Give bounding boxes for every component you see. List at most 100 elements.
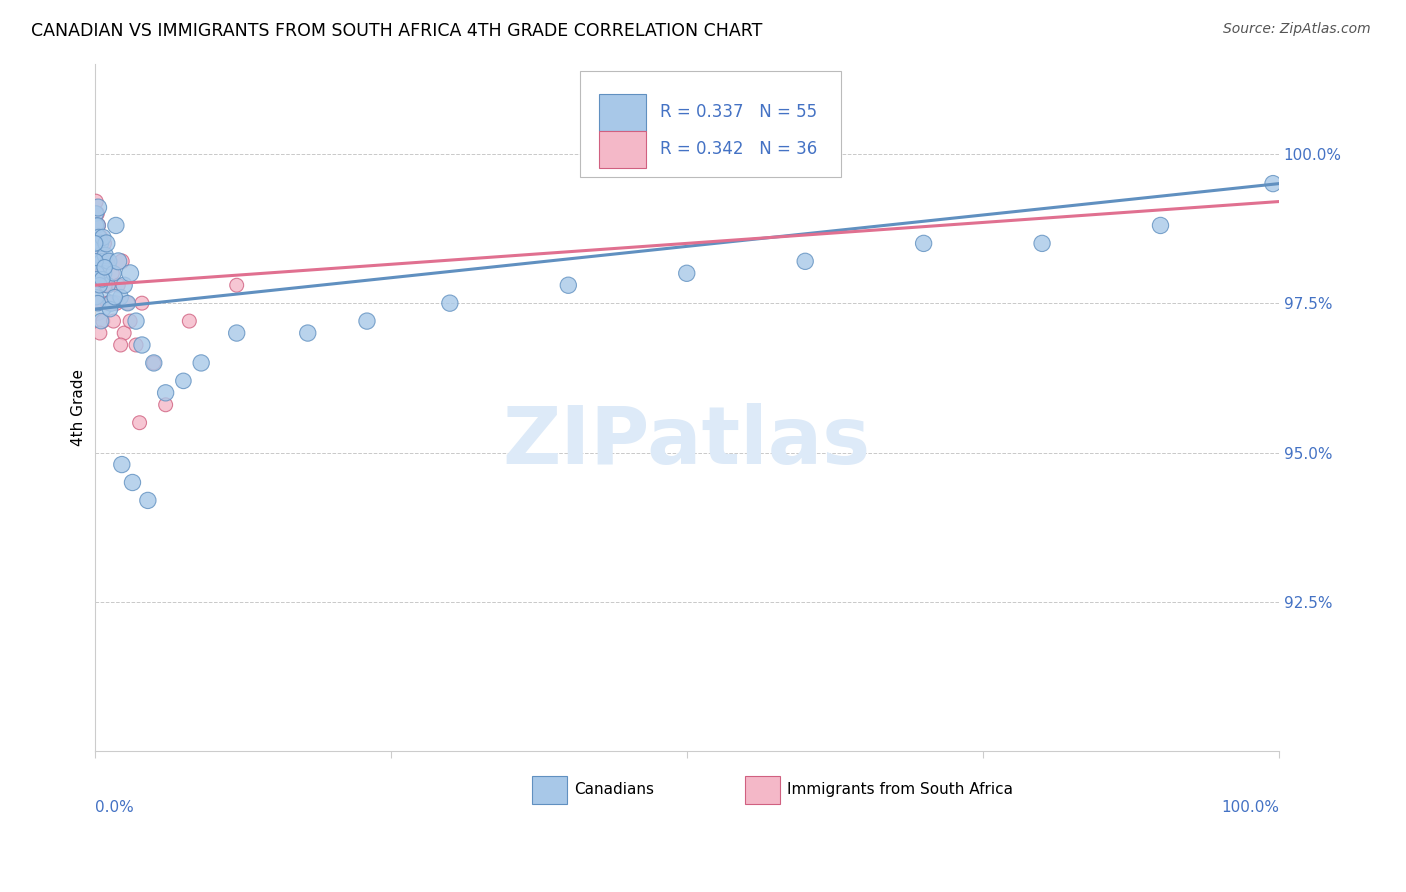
Point <box>439 296 461 310</box>
Point <box>86 206 108 220</box>
Point <box>94 278 117 293</box>
Point <box>87 201 110 215</box>
Y-axis label: 4th Grade: 4th Grade <box>72 369 86 446</box>
Point <box>91 230 114 244</box>
Point <box>93 236 115 251</box>
Point <box>86 219 108 233</box>
Point <box>84 236 107 251</box>
Point <box>125 314 148 328</box>
Point <box>86 266 108 280</box>
Point <box>117 296 139 310</box>
Point <box>794 254 817 268</box>
Point <box>90 266 112 280</box>
Point <box>111 254 134 268</box>
Point <box>86 236 108 251</box>
Point <box>93 260 115 275</box>
Point <box>97 278 120 293</box>
Point <box>86 219 108 233</box>
Point <box>90 314 112 328</box>
Point <box>103 266 125 280</box>
Point <box>87 219 110 233</box>
Text: ZIPatlas: ZIPatlas <box>502 403 870 481</box>
Text: 0.0%: 0.0% <box>94 799 134 814</box>
Text: Immigrants from South Africa: Immigrants from South Africa <box>787 782 1014 797</box>
FancyBboxPatch shape <box>581 71 841 178</box>
Point <box>97 254 120 268</box>
Point <box>155 385 177 400</box>
Point <box>86 219 108 233</box>
Point <box>120 266 142 280</box>
Point <box>120 314 142 328</box>
Point <box>84 254 107 268</box>
Point <box>84 278 107 293</box>
Text: R = 0.342   N = 36: R = 0.342 N = 36 <box>659 140 817 158</box>
Text: Canadians: Canadians <box>574 782 654 797</box>
Point <box>111 458 134 472</box>
Point <box>96 236 118 251</box>
Point <box>172 374 194 388</box>
Point <box>912 236 935 251</box>
Point <box>90 254 112 268</box>
Point <box>103 314 125 328</box>
Point <box>94 248 117 262</box>
Point <box>84 236 107 251</box>
Point <box>86 272 108 286</box>
Point <box>91 314 114 328</box>
Point <box>131 296 153 310</box>
Point <box>97 296 120 310</box>
Point <box>155 398 177 412</box>
Point <box>91 272 114 286</box>
Point <box>128 416 150 430</box>
Point <box>179 314 201 328</box>
Point <box>93 266 115 280</box>
Point <box>131 338 153 352</box>
Point <box>142 356 165 370</box>
Point <box>1031 236 1053 251</box>
Point <box>89 248 111 262</box>
Point <box>297 326 319 340</box>
Point <box>96 254 118 268</box>
Point <box>89 326 111 340</box>
Point <box>104 296 127 310</box>
Point <box>557 278 579 293</box>
Point <box>98 302 121 317</box>
Text: R = 0.337   N = 55: R = 0.337 N = 55 <box>659 103 817 121</box>
Point <box>1261 177 1284 191</box>
Point <box>89 248 111 262</box>
Point <box>104 290 127 304</box>
Point <box>107 254 129 268</box>
Point <box>100 296 122 310</box>
Text: Source: ZipAtlas.com: Source: ZipAtlas.com <box>1223 22 1371 37</box>
Text: 100.0%: 100.0% <box>1220 799 1279 814</box>
Point <box>89 236 111 251</box>
Point <box>121 475 143 490</box>
Point <box>190 356 212 370</box>
Point <box>84 194 107 209</box>
Point <box>89 230 111 244</box>
Point <box>117 296 139 310</box>
FancyBboxPatch shape <box>599 94 647 131</box>
Point <box>87 230 110 244</box>
Point <box>86 254 108 268</box>
Point <box>110 290 132 304</box>
Point <box>100 296 122 310</box>
Point <box>83 296 105 310</box>
Point <box>87 296 110 310</box>
Point <box>142 356 165 370</box>
Point <box>225 278 247 293</box>
Point <box>89 278 111 293</box>
Point <box>1149 219 1171 233</box>
Point <box>84 290 107 304</box>
Point <box>86 236 108 251</box>
Point <box>101 266 124 280</box>
Point <box>110 338 132 352</box>
Point <box>97 278 120 293</box>
FancyBboxPatch shape <box>599 130 647 168</box>
Point <box>84 206 107 220</box>
Point <box>112 278 135 293</box>
Point <box>225 326 247 340</box>
Point <box>112 326 135 340</box>
FancyBboxPatch shape <box>531 776 567 804</box>
Point <box>136 493 159 508</box>
Point <box>356 314 378 328</box>
